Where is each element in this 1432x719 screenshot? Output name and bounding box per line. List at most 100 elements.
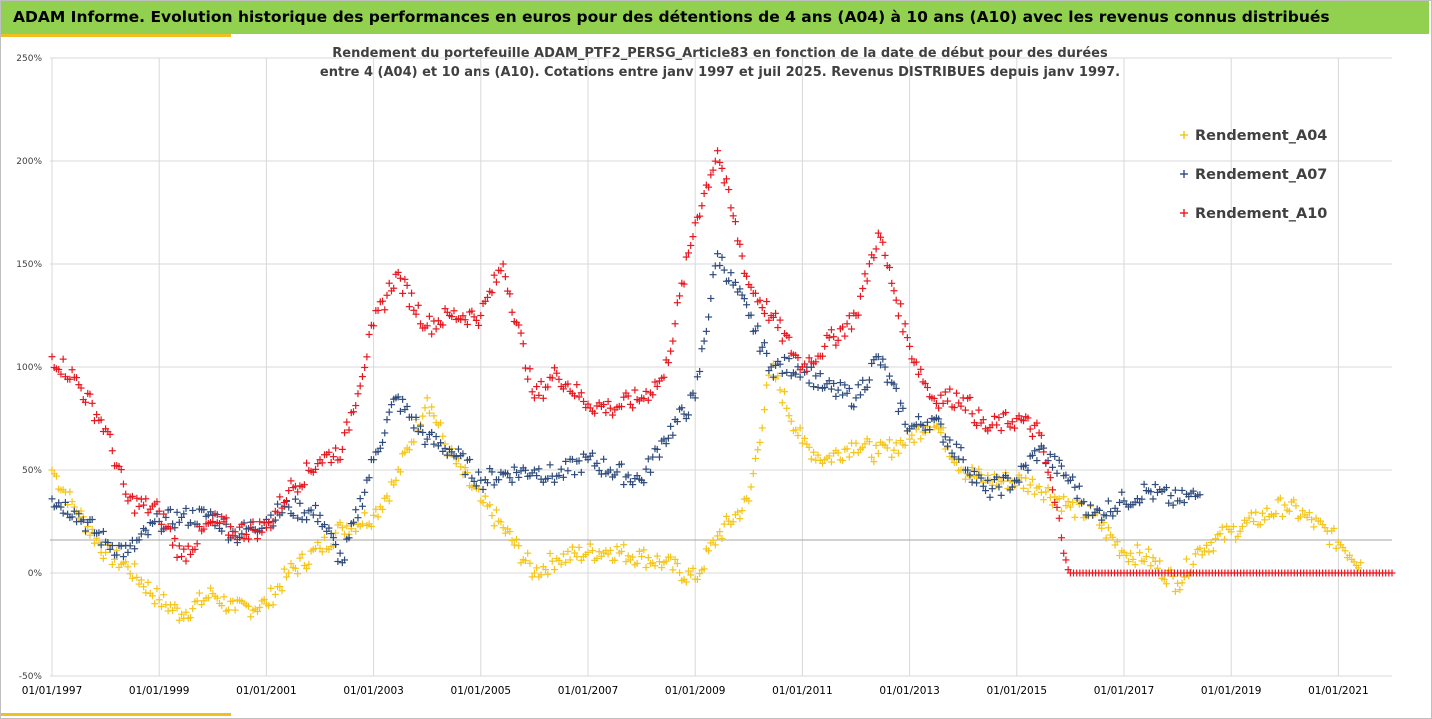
point-Rendement_A10 (1042, 459, 1050, 467)
point-Rendement_A04 (1205, 548, 1213, 556)
x-tick-label: 01/01/2005 (451, 685, 512, 697)
point-Rendement_A04 (908, 431, 916, 439)
point-Rendement_A04 (439, 432, 447, 440)
axes: -50% 0% 50% 100% 150% 200% 250% 01/01/1997 01/01… (16, 54, 1368, 697)
point-Rendement_A04 (421, 404, 429, 412)
point-Rendement_A04 (729, 518, 737, 526)
point-Rendement_A07 (354, 514, 362, 522)
point-Rendement_A07 (135, 536, 143, 544)
point-Rendement_A10 (961, 406, 969, 414)
point-Rendement_A07 (814, 383, 822, 391)
point-Rendement_A10 (390, 284, 398, 292)
point-Rendement_A04 (1194, 545, 1202, 553)
point-Rendement_A07 (515, 473, 523, 481)
point-Rendement_A04 (370, 511, 378, 519)
point-Rendement_A10 (1037, 431, 1045, 439)
point-Rendement_A07 (1069, 473, 1077, 481)
point-Rendement_A04 (760, 406, 768, 414)
point-Rendement_A07 (1084, 511, 1092, 519)
point-Rendement_A04 (870, 458, 878, 466)
point-Rendement_A04 (604, 550, 612, 558)
point-Rendement_A10 (191, 545, 199, 553)
point-Rendement_A10 (468, 307, 476, 315)
point-Rendement_A07 (345, 534, 353, 542)
chart-subtitle: Rendement du portefeuille ADAM_PTF2_PERS… (270, 44, 1170, 82)
point-Rendement_A04 (611, 556, 619, 564)
point-Rendement_A10 (624, 392, 632, 400)
point-Rendement_A10 (830, 333, 838, 341)
point-Rendement_A04 (320, 533, 328, 541)
point-Rendement_A04 (1031, 490, 1039, 498)
point-Rendement_A04 (1028, 475, 1036, 483)
point-Rendement_A10 (682, 253, 690, 261)
point-Rendement_A07 (812, 372, 820, 380)
point-Rendement_A10 (990, 412, 998, 420)
point-Rendement_A04 (497, 518, 505, 526)
point-Rendement_A07 (99, 527, 107, 535)
point-Rendement_A07 (667, 422, 675, 430)
point-Rendement_A10 (142, 495, 150, 503)
point-Rendement_A10 (499, 260, 507, 268)
point-Rendement_A10 (526, 365, 534, 373)
point-Rendement_A04 (410, 438, 418, 446)
point-Rendement_A10 (653, 382, 661, 390)
point-Rendement_A04 (975, 465, 983, 473)
point-Rendement_A07 (752, 327, 759, 335)
point-Rendement_A04 (874, 450, 882, 458)
point-Rendement_A07 (995, 483, 1003, 491)
point-Rendement_A07 (948, 449, 956, 457)
point-Rendement_A04 (229, 597, 237, 605)
point-Rendement_A04 (562, 558, 570, 566)
point-Rendement_A10 (1046, 474, 1054, 482)
point-Rendement_A07 (810, 383, 818, 391)
point-Rendement_A04 (367, 522, 375, 530)
point-Rendement_A04 (689, 564, 697, 572)
point-Rendement_A10 (256, 518, 264, 526)
point-Rendement_A04 (108, 561, 116, 569)
point-Rendement_A04 (776, 386, 784, 394)
point-Rendement_A10 (602, 409, 610, 417)
point-Rendement_A07 (664, 434, 672, 442)
point-Rendement_A07 (95, 529, 103, 537)
point-Rendement_A07 (859, 376, 867, 384)
point-Rendement_A10 (973, 421, 981, 429)
point-Rendement_A07 (495, 476, 503, 484)
point-Rendement_A04 (734, 508, 742, 516)
point-Rendement_A04 (343, 522, 351, 530)
point-Rendement_A04 (372, 505, 380, 513)
point-Rendement_A10 (821, 342, 829, 350)
point-Rendement_A07 (361, 488, 369, 496)
point-Rendement_A04 (736, 515, 744, 523)
point-Rendement_A04 (169, 606, 177, 614)
point-Rendement_A07 (970, 467, 978, 475)
point-Rendement_A04 (1238, 523, 1246, 531)
point-Rendement_A07 (881, 363, 889, 371)
point-Rendement_A10 (218, 513, 226, 521)
point-Rendement_A04 (521, 557, 529, 565)
point-Rendement_A07 (1098, 516, 1106, 524)
point-Rendement_A04 (1189, 560, 1197, 568)
point-Rendement_A10 (848, 325, 856, 333)
point-Rendement_A10 (186, 550, 194, 558)
point-Rendement_A07 (61, 498, 69, 506)
point-Rendement_A10 (926, 393, 934, 401)
point-Rendement_A10 (979, 416, 987, 424)
point-Rendement_A04 (1247, 509, 1255, 517)
point-Rendement_A07 (1165, 499, 1173, 507)
point-Rendement_A10 (524, 375, 532, 383)
point-Rendement_A07 (437, 439, 445, 447)
point-Rendement_A10 (312, 465, 320, 473)
x-tick-label: 01/01/2007 (558, 685, 619, 697)
point-Rendement_A10 (374, 306, 382, 314)
point-Rendement_A04 (653, 552, 661, 560)
point-Rendement_A10 (997, 427, 1005, 435)
point-Rendement_A07 (314, 518, 322, 526)
point-Rendement_A10 (515, 321, 523, 329)
point-Rendement_A10 (354, 390, 362, 398)
point-Rendement_A10 (394, 268, 402, 276)
point-Rendement_A10 (738, 252, 746, 260)
point-Rendement_A10 (231, 528, 239, 536)
point-Rendement_A04 (1209, 547, 1217, 555)
point-Rendement_A04 (705, 547, 713, 555)
point-Rendement_A07 (303, 516, 311, 524)
